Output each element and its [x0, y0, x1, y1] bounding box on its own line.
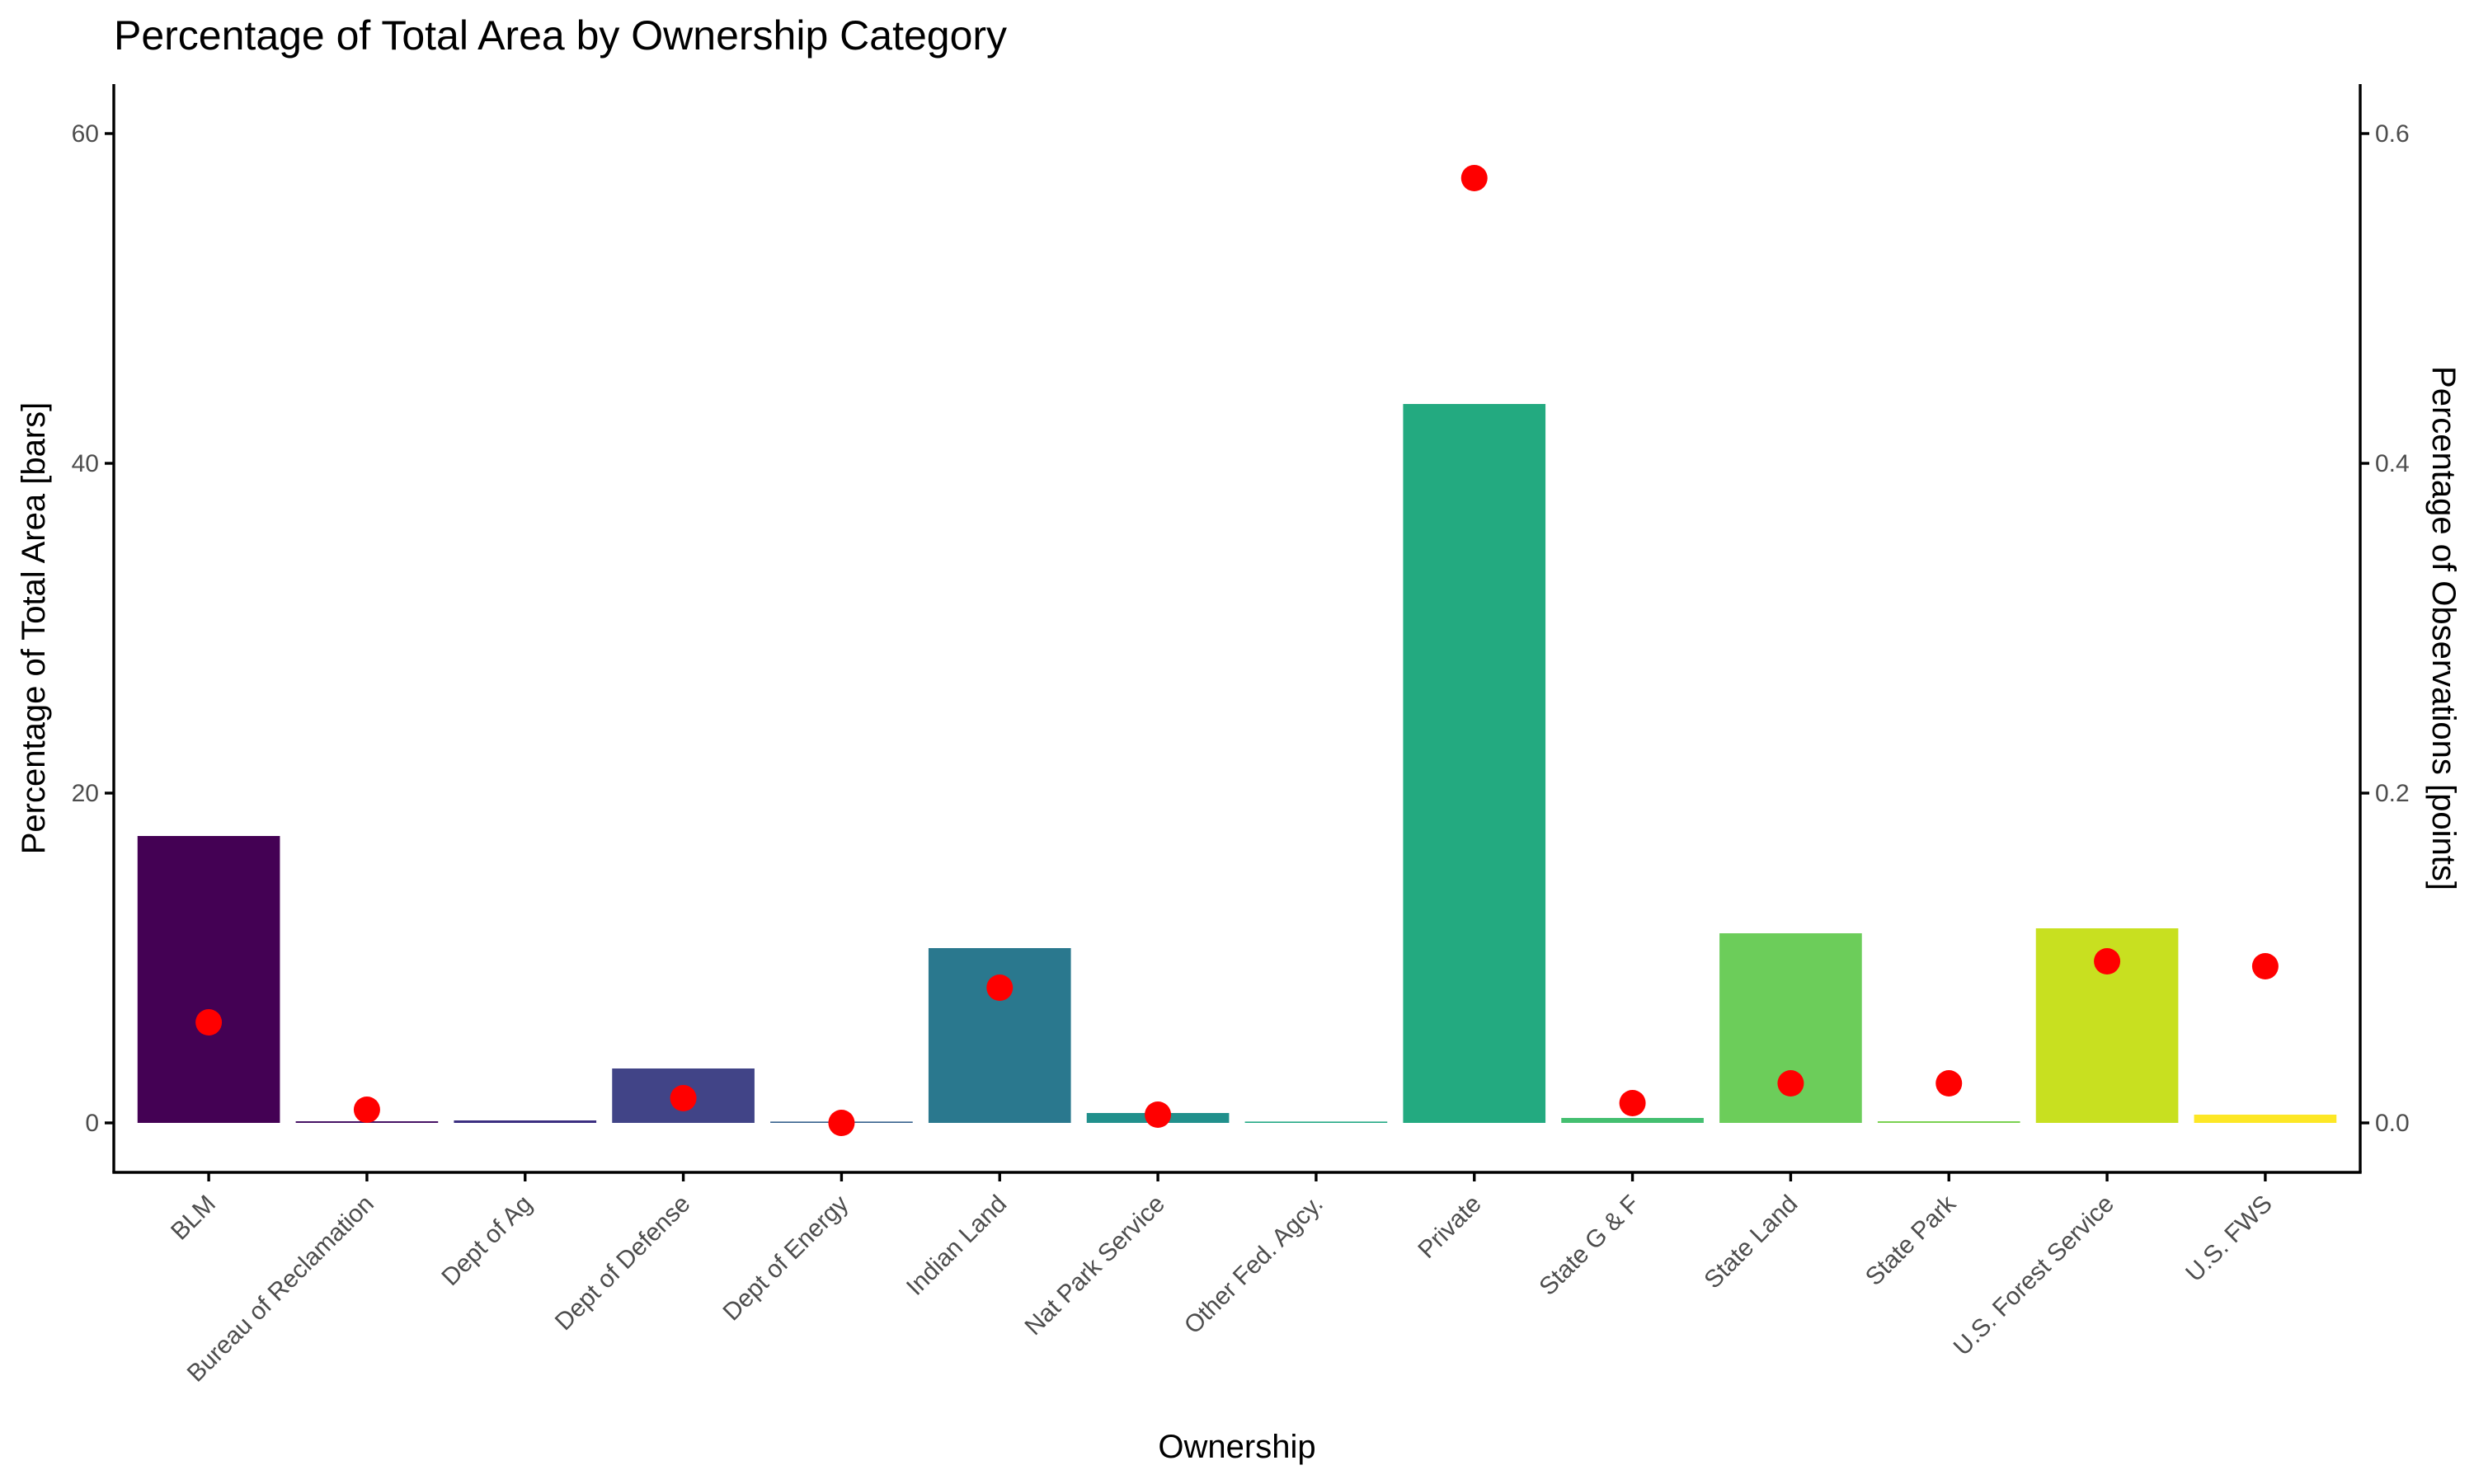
x-tick-label: Dept of Ag	[436, 1190, 537, 1291]
bar-private	[1403, 404, 1546, 1123]
x-tick-label: Indian Land	[901, 1190, 1012, 1301]
left-y-tick-label: 60	[72, 120, 99, 148]
point-bureau-of-reclamation	[353, 1097, 380, 1123]
bar-state-g-f	[1561, 1118, 1704, 1123]
left-y-axis-title: Percentage of Total Area [bars]	[16, 402, 52, 855]
x-tick-label: U.S. Forest Service	[1949, 1190, 2119, 1361]
point-u-s-forest-service	[2094, 948, 2121, 974]
right-y-ticks: 0.0 0.2 0.4 0.6	[2360, 120, 2410, 1137]
point-indian-land	[986, 974, 1014, 1001]
right-y-axis-title: Percentage of Observations [points]	[2425, 366, 2462, 890]
bar-dept-of-ag	[454, 1120, 597, 1123]
bars-layer	[137, 404, 2337, 1123]
point-u-s-fws	[2251, 953, 2279, 979]
point-dept-of-defense	[670, 1085, 697, 1111]
chart-title: Percentage of Total Area by Ownership Ca…	[114, 12, 1007, 59]
left-y-tick-label: 40	[72, 450, 99, 477]
x-tick-label: Bureau of Reclamation	[182, 1190, 379, 1388]
x-tick-label: Private	[1413, 1190, 1486, 1264]
left-y-tick-label: 0	[85, 1110, 99, 1137]
point-state-g-f	[1619, 1090, 1646, 1116]
x-tick-label: Nat Park Service	[1020, 1190, 1170, 1341]
bar-blm	[137, 836, 280, 1123]
bar-other-fed-agcy	[1244, 1121, 1388, 1123]
x-tick-label: BLM	[166, 1190, 221, 1246]
points-layer	[195, 165, 2279, 1136]
x-tick-label: State Land	[1699, 1190, 1803, 1294]
x-tick-label: State Park	[1860, 1190, 1962, 1291]
bar-u-s-fws	[2194, 1115, 2337, 1123]
right-y-tick-label: 0.2	[2375, 780, 2410, 807]
x-tick-label: State G & F	[1534, 1190, 1644, 1301]
left-y-ticks: 0 20 40 60	[72, 120, 114, 1137]
bar-state-park	[1877, 1121, 2020, 1123]
bar-indian-land	[928, 948, 1071, 1123]
point-state-land	[1777, 1070, 1804, 1097]
point-nat-park-service	[1145, 1101, 1172, 1128]
point-blm	[195, 1009, 223, 1036]
left-y-tick-label: 20	[72, 780, 99, 807]
x-tick-label: Dept of Defense	[550, 1190, 696, 1336]
x-tick-label: U.S. FWS	[2180, 1190, 2278, 1288]
x-axis-title: Ownership	[1158, 1429, 1315, 1465]
right-y-tick-label: 0.4	[2375, 450, 2410, 477]
point-private	[1460, 165, 1488, 191]
right-y-tick-label: 0.0	[2375, 1110, 2410, 1137]
x-tick-label: Other Fed. Agcy.	[1179, 1190, 1329, 1340]
point-dept-of-energy	[828, 1110, 855, 1136]
point-state-park	[1935, 1070, 1963, 1097]
right-y-tick-label: 0.6	[2375, 120, 2410, 148]
x-tick-label: Dept of Energy	[718, 1190, 854, 1327]
